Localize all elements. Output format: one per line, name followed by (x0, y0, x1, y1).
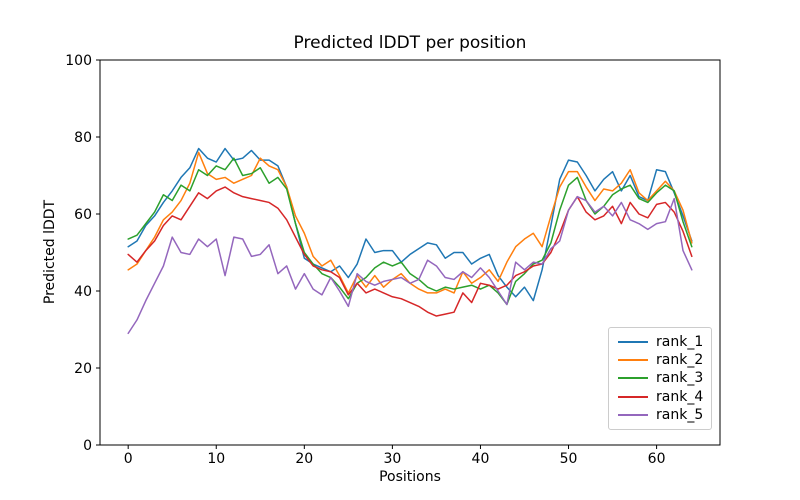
x-tick-label: 20 (295, 451, 313, 467)
x-tick-label: 50 (560, 451, 578, 467)
series-line-rank_5 (127, 195, 693, 335)
legend-line-sample (618, 377, 648, 380)
x-tick-label: 10 (207, 451, 225, 467)
legend-line-sample (618, 413, 648, 416)
x-tick-label: 30 (383, 451, 401, 467)
series-line-rank_1 (127, 147, 693, 302)
legend-item-label: rank_1 (656, 334, 704, 351)
y-tick-label: 20 (74, 361, 92, 377)
legend-item-label: rank_3 (656, 370, 704, 387)
legend-item: rank_2 (618, 351, 703, 369)
legend-item-label: rank_4 (656, 388, 704, 405)
legend-line-sample (618, 341, 648, 344)
y-tick-label: 0 (83, 438, 92, 454)
x-tick-label: 0 (124, 451, 133, 467)
chart-title: Predicted lDDT per position (293, 33, 527, 53)
legend-item: rank_1 (618, 333, 703, 351)
series-line-rank_2 (127, 151, 693, 294)
legend-line-sample (618, 395, 648, 398)
y-tick-label: 80 (74, 130, 92, 146)
legend: rank_1 rank_2 rank_3 rank_4 rank_5 (608, 327, 712, 430)
legend-item-label: rank_2 (656, 352, 704, 369)
legend-item-label: rank_5 (656, 406, 704, 423)
y-axis-label: Predicted lDDT (42, 199, 58, 305)
x-tick-label: 60 (648, 451, 666, 467)
x-tick-label: 40 (472, 451, 490, 467)
series-line-rank_3 (127, 157, 693, 306)
x-axis-label: Positions (379, 469, 441, 485)
series-line-rank_4 (127, 186, 693, 317)
y-tick-label: 40 (74, 284, 92, 300)
legend-item: rank_4 (618, 388, 703, 406)
y-tick-label: 60 (74, 207, 92, 223)
legend-item: rank_3 (618, 369, 703, 387)
legend-item: rank_5 (618, 406, 703, 424)
y-tick-label: 100 (65, 53, 92, 69)
legend-line-sample (618, 359, 648, 362)
